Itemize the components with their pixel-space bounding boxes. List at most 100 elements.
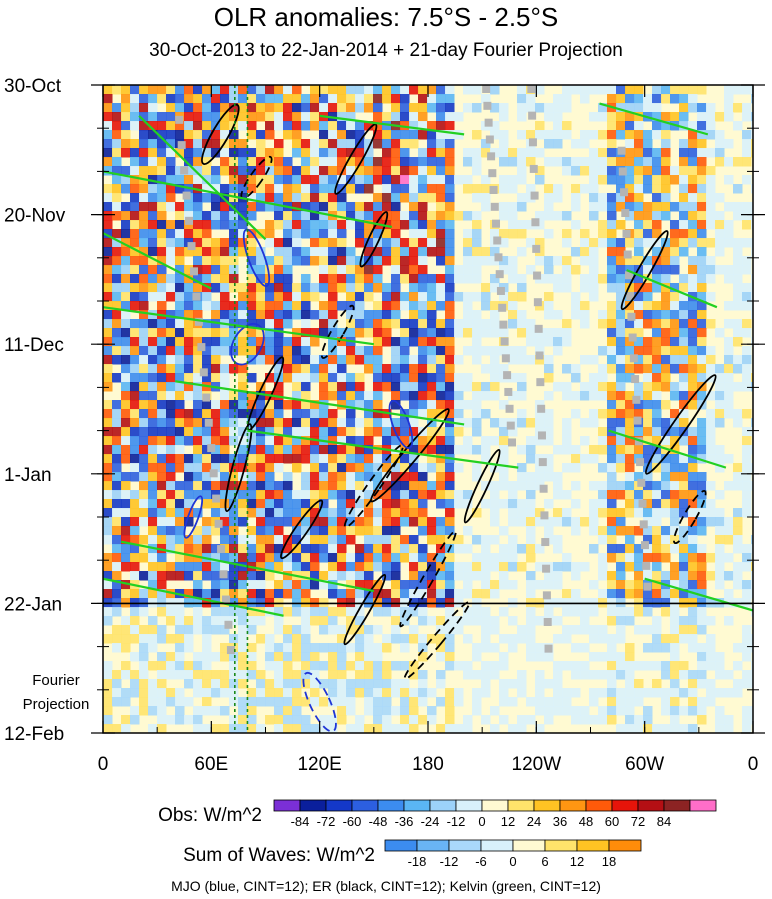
x-tick-label: 120E xyxy=(297,754,341,775)
colorbar-box xyxy=(429,799,457,812)
er-contour xyxy=(370,408,450,503)
kelvin-contour xyxy=(626,269,718,309)
colorbar-box xyxy=(512,839,546,852)
colorbar-box xyxy=(351,799,379,812)
colorbar-box xyxy=(608,839,642,852)
er-contour xyxy=(644,374,717,475)
colorbar-tick-label: -12 xyxy=(447,814,466,829)
colorbar-box xyxy=(507,799,535,812)
kelvin-contour xyxy=(608,429,727,469)
colorbar-box xyxy=(576,839,610,852)
kelvin-contour xyxy=(175,380,465,426)
colorbar-tick-label: -60 xyxy=(343,814,362,829)
colorbar-tick-label: -84 xyxy=(291,814,310,829)
colorbar-box xyxy=(611,799,639,812)
er-contour xyxy=(359,211,389,268)
colorbar-box xyxy=(637,799,665,812)
er-contour xyxy=(463,448,501,524)
colorbar-tick-label: -6 xyxy=(475,854,487,869)
colorbar-box xyxy=(455,799,483,812)
obs-colorbar: Obs: W/m^2 -84 -72 -60 -48 -36 -24 -12 0 12 24 36 48… xyxy=(158,799,717,829)
colorbar-box xyxy=(689,799,717,812)
colorbar-tick-label: 60 xyxy=(605,814,619,829)
kelvin-contour xyxy=(138,115,267,241)
waves-colorbar: Sum of Waves: W/m^2 -18 -12 -6 0 6 12 18 xyxy=(183,839,642,869)
mjo-contour xyxy=(302,671,337,733)
colorbar-tick-label: 12 xyxy=(501,814,515,829)
mjo-contour xyxy=(242,228,271,288)
colorbar-box xyxy=(544,839,578,852)
kelvin-contour xyxy=(247,429,519,469)
colorbar-tick-label: 18 xyxy=(602,854,616,869)
er-contour xyxy=(280,499,324,560)
colorbar-tick-label: -48 xyxy=(369,814,388,829)
chart-title: OLR anomalies: 7.5°S - 2.5°S xyxy=(213,2,559,32)
y-tick-label: 20-Nov xyxy=(4,206,66,227)
er-contour xyxy=(343,573,387,646)
colorbars: Obs: W/m^2 -84 -72 -60 -48 -36 -24 -12 0 12 24 36 48… xyxy=(158,799,717,869)
colorbar-tick-label: -24 xyxy=(421,814,440,829)
kelvin-contour xyxy=(599,102,709,136)
er-contour xyxy=(620,230,669,311)
kelvin-contour xyxy=(103,232,212,290)
y-tick-label: 30-Oct xyxy=(4,76,62,97)
colorbar-box xyxy=(416,839,450,852)
er-contour xyxy=(403,601,471,680)
er-contour xyxy=(334,123,378,195)
colorbar-tick-label: -72 xyxy=(317,814,336,829)
y-tick-label: 22-Jan xyxy=(4,594,62,615)
er-contour xyxy=(224,423,253,513)
colorbar-box xyxy=(480,839,514,852)
er-contour xyxy=(320,304,355,359)
x-tick-label: 120W xyxy=(512,754,562,775)
er-contour xyxy=(201,103,240,165)
y-tick-label: 12-Feb xyxy=(4,724,64,745)
colorbar-box xyxy=(533,799,561,812)
x-tick-label: 0 xyxy=(748,754,759,775)
kelvin-contour xyxy=(644,577,753,612)
colorbar-tick-label: 84 xyxy=(657,814,671,829)
colorbar-tick-label: -12 xyxy=(440,854,459,869)
er-contour xyxy=(343,444,404,529)
colorbar-box xyxy=(559,799,587,812)
x-tick-label: 60E xyxy=(194,754,228,775)
colorbar-box xyxy=(325,799,353,812)
x-tick-label: 60W xyxy=(625,754,664,775)
colorbar-box xyxy=(663,799,691,812)
mjo-contour xyxy=(388,399,414,449)
colorbar-tick-label: -18 xyxy=(408,854,427,869)
colorbar-tick-label: 0 xyxy=(509,854,516,869)
colorbar-title: Obs: W/m^2 xyxy=(158,805,262,826)
y-tick-label: 11-Dec xyxy=(4,335,64,356)
projection-label: Projection xyxy=(23,696,90,713)
kelvin-contour xyxy=(103,306,374,346)
colorbar-box xyxy=(448,839,482,852)
er-contour xyxy=(673,489,707,545)
x-tick-label: 0 xyxy=(98,754,109,775)
colorbar-tick-label: 48 xyxy=(579,814,593,829)
olr-field xyxy=(103,85,753,733)
chart-subtitle: 30-Oct-2013 to 22-Jan-2014 + 21-day Four… xyxy=(149,40,623,61)
colorbar-box xyxy=(377,799,405,812)
projection-label: Fourier xyxy=(32,672,80,689)
colorbar-tick-label: 24 xyxy=(527,814,541,829)
er-contour xyxy=(399,530,457,628)
kelvin-contour xyxy=(319,114,465,136)
colorbar-tick-label: 12 xyxy=(570,854,584,869)
colorbar-box xyxy=(299,799,327,812)
kelvin-contour xyxy=(103,577,284,617)
contour-legend: MJO (blue, CINT=12); ER (black, CINT=12)… xyxy=(171,878,601,894)
y-tick-label: 1-Jan xyxy=(4,465,52,486)
wave-contours xyxy=(103,85,753,733)
colorbar-tick-label: 72 xyxy=(631,814,645,829)
colorbar-box xyxy=(481,799,509,812)
axes: 0 60E 120E 180 120W 60W 0 30-Oct 20-Nov 11-Dec 1-J… xyxy=(4,76,765,775)
colorbar-box xyxy=(384,839,418,852)
x-tick-label: 180 xyxy=(412,754,444,775)
colorbar-tick-label: 0 xyxy=(478,814,485,829)
colorbar-tick-label: 6 xyxy=(541,854,548,869)
colorbar-box xyxy=(273,799,301,812)
mjo-contour xyxy=(183,495,204,539)
colorbar-title: Sum of Waves: W/m^2 xyxy=(183,845,375,866)
